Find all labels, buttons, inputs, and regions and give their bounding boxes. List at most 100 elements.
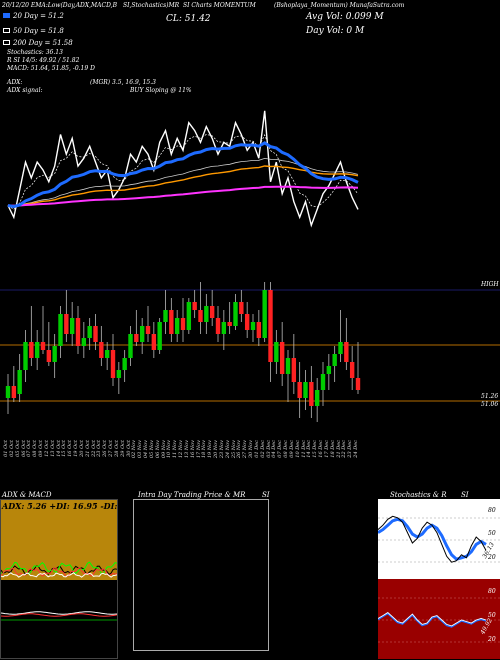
rsi-lines bbox=[378, 597, 500, 643]
intraday-title: Intra Day Trading Price & MR bbox=[138, 491, 246, 499]
stoch-axis-20: 20 bbox=[488, 554, 496, 561]
price-high-label: HIGH bbox=[481, 281, 499, 288]
candle-body bbox=[320, 374, 326, 390]
candle-body bbox=[262, 290, 267, 338]
adx-macd-panel: ADX: 5.26 +DI: 16.95 -DI: 15.25 bbox=[0, 499, 145, 659]
header-text-a: 20/12/20 EMA:Low(Day,ADX,MACD,B bbox=[2, 2, 117, 9]
macd-lines bbox=[1, 611, 117, 621]
header-text-b: SI,Stochastics)MR bbox=[123, 2, 180, 9]
stochastics-title-si: SI bbox=[461, 491, 469, 499]
stochastics-lines bbox=[378, 515, 500, 563]
candle-body bbox=[99, 342, 104, 358]
ema200-label: 200 Day = 51.58 bbox=[13, 39, 73, 47]
candle-body bbox=[75, 318, 81, 346]
candle-body bbox=[198, 310, 203, 322]
candle-body bbox=[338, 342, 343, 354]
x-axis-label: 24 Dec bbox=[353, 440, 359, 458]
candle-body bbox=[279, 342, 285, 374]
candle-body bbox=[314, 390, 320, 406]
candle-body bbox=[40, 342, 46, 350]
stochastics-readout: Stochastics: 36.13 bbox=[7, 49, 63, 56]
stochastics-panel: 80 50 20 36.13 bbox=[378, 499, 500, 579]
candle-body bbox=[250, 322, 256, 330]
candlestick-chart bbox=[0, 282, 500, 422]
macd-readout: MACD: 51.64, 51.85, -0.19 D bbox=[7, 65, 95, 72]
candle-body bbox=[256, 322, 262, 338]
candle-body bbox=[23, 342, 28, 370]
header-text-c: SI Charts MOMENTUM bbox=[183, 2, 256, 9]
price-level-2: 51.06 bbox=[481, 401, 499, 408]
rsi-panel: 80 50 20 49.92 bbox=[378, 579, 500, 659]
candle-body bbox=[81, 338, 87, 346]
day-volume: Day Vol: 0 M bbox=[306, 26, 365, 36]
candle-body bbox=[104, 350, 110, 358]
candle-body bbox=[17, 370, 22, 394]
candle-body bbox=[169, 310, 174, 334]
candle-body bbox=[69, 318, 75, 334]
candle-body bbox=[5, 386, 11, 398]
candle-body bbox=[145, 326, 151, 334]
candle-body bbox=[64, 314, 69, 334]
candle-body bbox=[46, 350, 52, 362]
adx-white-line bbox=[1, 572, 117, 578]
ema5-line bbox=[7, 134, 359, 210]
candle-body bbox=[192, 302, 197, 310]
candle-body bbox=[174, 318, 180, 334]
candle-body bbox=[116, 370, 122, 378]
ema20-swatch bbox=[3, 13, 10, 18]
candle-body bbox=[227, 322, 232, 326]
adx-label: ADX: bbox=[7, 79, 23, 86]
ema20-line bbox=[7, 141, 359, 209]
minus-di-line bbox=[1, 567, 117, 577]
candle-body bbox=[11, 386, 17, 398]
candle-body bbox=[244, 314, 250, 330]
ema50-line bbox=[7, 157, 359, 207]
candle-body bbox=[239, 302, 244, 314]
rsi-ma-line bbox=[378, 612, 487, 628]
candle-body bbox=[180, 318, 186, 330]
rsi-axis-80: 80 bbox=[488, 588, 496, 595]
stoch-axis-50: 50 bbox=[488, 530, 496, 537]
candle-body bbox=[58, 314, 63, 346]
candle-body bbox=[233, 302, 238, 326]
candle-body bbox=[29, 342, 34, 358]
avg-volume: Avg Vol: 0.099 M bbox=[306, 12, 384, 22]
ema20-label: 20 Day = 51.2 bbox=[13, 12, 64, 20]
candle-body bbox=[93, 326, 98, 342]
intraday-panel bbox=[133, 499, 269, 651]
candle-body bbox=[344, 342, 349, 362]
macd-line bbox=[1, 611, 117, 615]
ema200-line bbox=[7, 185, 359, 207]
candle-body bbox=[326, 366, 332, 374]
candle-body bbox=[209, 306, 215, 318]
rsi-readout: R SI 14/5: 49.92 / 51.82 bbox=[7, 57, 80, 64]
candle-body bbox=[285, 358, 291, 374]
candle-body bbox=[291, 358, 297, 382]
candle-body bbox=[355, 378, 361, 390]
candle-body bbox=[134, 334, 139, 342]
rsi-axis-50: 50 bbox=[488, 612, 496, 619]
price-level-1: 51.26 bbox=[481, 393, 499, 400]
candle-body bbox=[157, 322, 162, 350]
candle-body bbox=[34, 342, 40, 358]
ema200-swatch bbox=[3, 40, 10, 45]
candle-body bbox=[221, 322, 227, 334]
candle-body bbox=[151, 334, 157, 350]
intraday-title-si: SI bbox=[262, 491, 270, 499]
candle-body bbox=[110, 350, 116, 378]
adx-signal-label: ADX signal: bbox=[7, 87, 43, 94]
candle-body bbox=[52, 346, 57, 362]
candle-body bbox=[122, 358, 127, 370]
adx-values: (MGR) 3.5, 16.9, 15.3 bbox=[90, 79, 156, 86]
candle-body bbox=[139, 326, 145, 342]
candle-body bbox=[128, 334, 133, 358]
ema-chart bbox=[7, 110, 359, 228]
header-text-d: (Bshoplaya_Momentum) MunafaSutra.com bbox=[274, 2, 405, 9]
stoch-k-line bbox=[378, 515, 487, 563]
adx-signal: BUY Sloping @ 11% bbox=[130, 87, 192, 94]
stochastics-title: Stochastics & R bbox=[390, 491, 447, 499]
ema100-line bbox=[7, 165, 359, 207]
candle-body bbox=[309, 382, 314, 406]
candle-body bbox=[274, 342, 279, 362]
candle-body bbox=[297, 382, 302, 398]
